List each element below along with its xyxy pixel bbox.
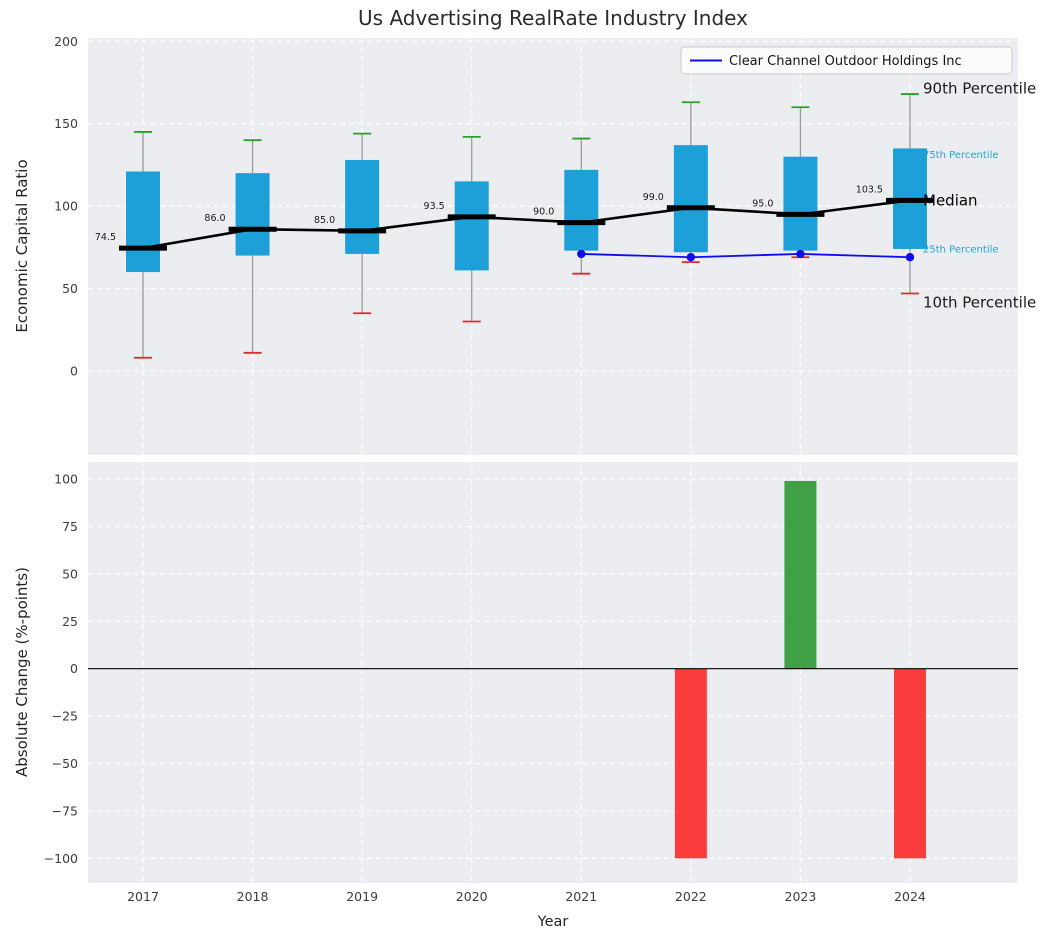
- top-ytick-label: 50: [62, 281, 78, 296]
- change-bar: [784, 480, 817, 669]
- median-value-label: 74.5: [95, 232, 116, 243]
- change-bar: [893, 668, 926, 859]
- annotation-10th-percentile: 10th Percentile: [923, 294, 1036, 312]
- top-ytick-label: 0: [70, 363, 78, 378]
- bottom-ytick-label: −100: [44, 851, 78, 866]
- bottom-ytick-label: 25: [62, 614, 78, 629]
- median-value-label: 95.0: [752, 198, 773, 209]
- median-value-label: 103.5: [856, 184, 883, 195]
- xtick-label-year: 2020: [456, 889, 488, 904]
- bottom-y-axis-label: Absolute Change (%-points): [13, 567, 31, 777]
- top-ytick-label: 200: [54, 34, 78, 49]
- company-marker: [796, 249, 805, 259]
- bottom-ytick-label: 75: [62, 519, 78, 534]
- xtick-label-year: 2018: [237, 889, 269, 904]
- median-value-label: 85.0: [314, 215, 335, 226]
- median-value-label: 93.5: [424, 201, 445, 212]
- top-ytick-label: 100: [54, 199, 78, 214]
- bottom-axes-background: [88, 462, 1018, 883]
- bottom-ytick-label: 0: [70, 661, 78, 676]
- annotation-25th-percentile: 25th Percentile: [923, 244, 999, 255]
- bottom-ytick-label: −75: [52, 803, 78, 818]
- top-y-axis-label: Economic Capital Ratio: [13, 159, 31, 332]
- annotation-median: Median: [923, 192, 978, 210]
- xtick-label-year: 2019: [346, 889, 378, 904]
- iqr-box: [235, 173, 270, 256]
- xtick-label-year: 2017: [127, 889, 159, 904]
- xtick-label-year: 2023: [785, 889, 817, 904]
- iqr-box: [564, 169, 599, 251]
- company-marker: [905, 253, 915, 262]
- median-value-label: 99.0: [643, 192, 664, 203]
- top-ytick-label: 150: [54, 116, 78, 131]
- bottom-ytick-label: 50: [62, 566, 78, 581]
- annotation-90th-percentile: 90th Percentile: [923, 79, 1036, 97]
- xtick-label-year: 2021: [565, 889, 597, 904]
- chart-title: Us Advertising RealRate Industry Index: [358, 6, 748, 30]
- x-axis-label: Year: [537, 914, 569, 930]
- legend-box: [680, 46, 1013, 75]
- company-line: [581, 253, 911, 259]
- xtick-label-year: 2022: [675, 889, 707, 904]
- change-bar: [674, 668, 707, 859]
- iqr-box: [783, 156, 818, 251]
- legend-label: Clear Channel Outdoor Holdings Inc: [729, 54, 962, 69]
- median-value-label: 86.0: [204, 213, 225, 224]
- median-value-label: 90.0: [533, 207, 554, 218]
- iqr-box: [673, 145, 708, 253]
- company-marker: [577, 249, 586, 259]
- annotation-75th-percentile: 75th Percentile: [923, 150, 999, 161]
- iqr-box: [126, 171, 160, 273]
- top-axes-background: [88, 38, 1018, 455]
- bottom-ytick-label: 100: [54, 472, 78, 487]
- iqr-box: [345, 159, 380, 254]
- bottom-ytick-label: −25: [52, 709, 78, 724]
- iqr-box: [454, 181, 489, 271]
- bottom-ytick-label: −50: [52, 756, 78, 771]
- company-marker: [686, 253, 696, 262]
- xtick-label-year: 2024: [894, 889, 926, 904]
